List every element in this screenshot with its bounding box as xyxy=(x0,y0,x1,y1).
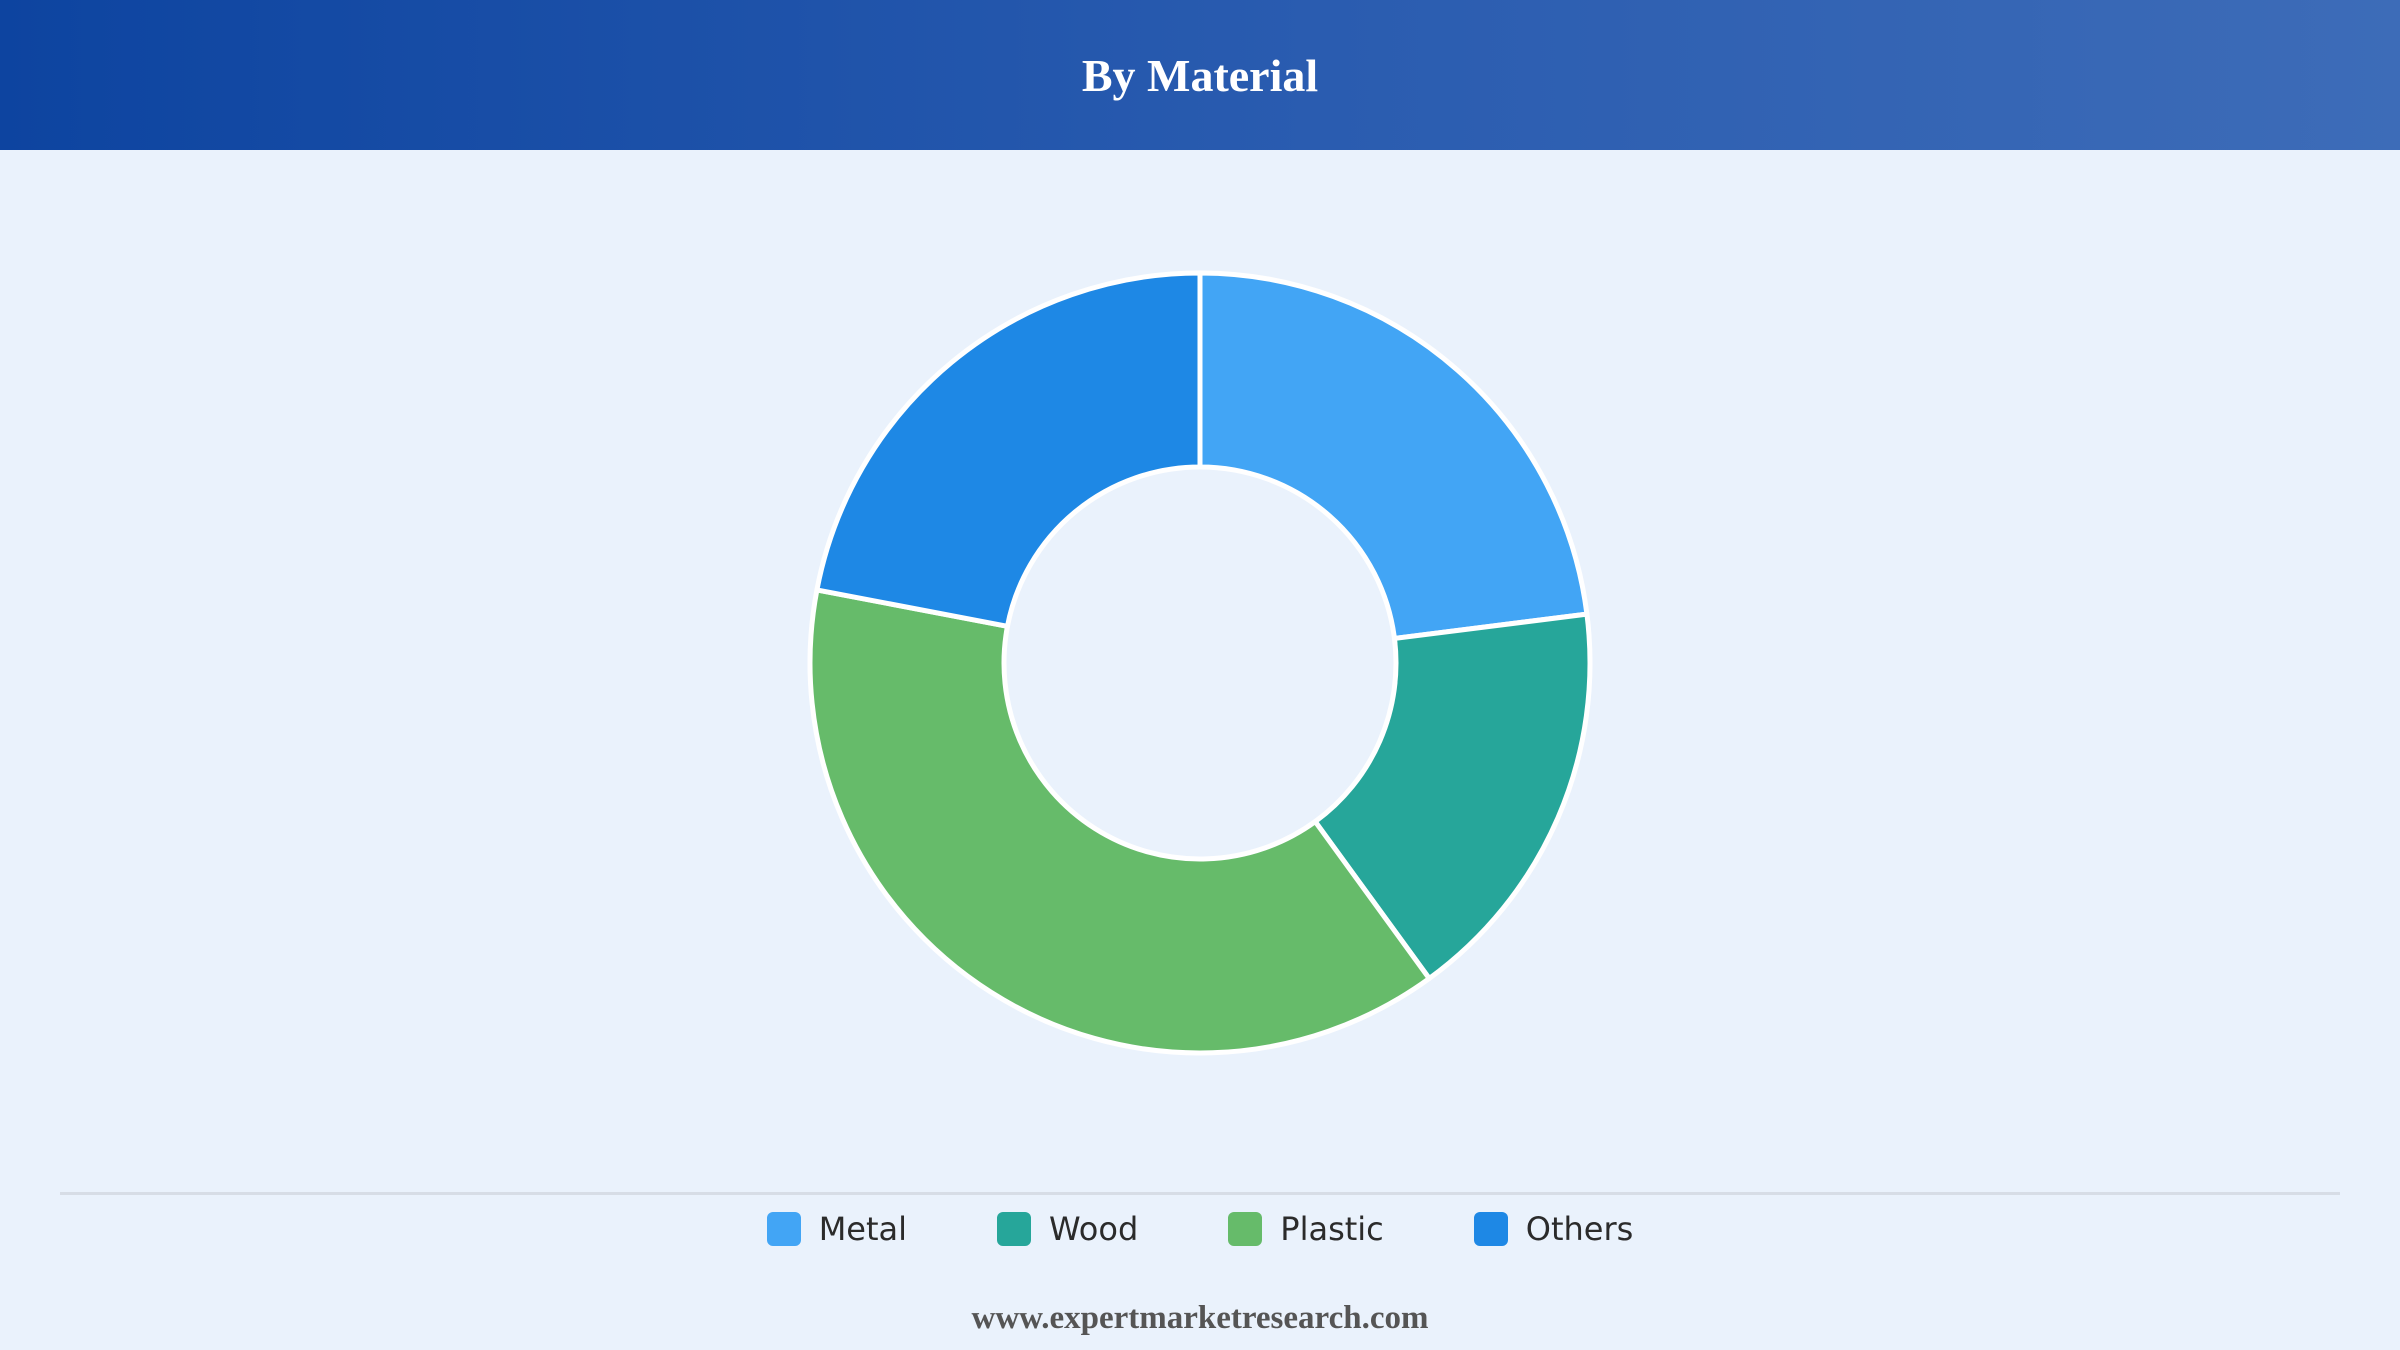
donut-chart xyxy=(807,270,1593,1056)
legend-item-metal[interactable]: Metal xyxy=(766,1210,908,1248)
legend-item-wood[interactable]: Wood xyxy=(997,1210,1138,1248)
source-url: www.expertmarketresearch.com xyxy=(971,1300,1429,1336)
donut-slice-others[interactable] xyxy=(814,270,1203,629)
legend-item-plastic[interactable]: Plastic xyxy=(1228,1210,1384,1248)
divider-line xyxy=(60,1192,2340,1195)
legend-label-plastic: Plastic xyxy=(1280,1210,1384,1248)
header-banner: By Material xyxy=(0,0,2400,150)
legend-swatch-wood xyxy=(997,1212,1032,1246)
donut-slice-wood[interactable] xyxy=(1312,611,1593,982)
legend-item-others[interactable]: Others xyxy=(1473,1210,1634,1248)
chart-title: By Material xyxy=(1081,49,1319,101)
legend-swatch-metal xyxy=(766,1212,801,1246)
legend-swatch-others xyxy=(1473,1212,1508,1246)
legend-swatch-plastic xyxy=(1228,1212,1263,1246)
donut-slice-plastic[interactable] xyxy=(807,587,1432,1056)
legend-label-metal: Metal xyxy=(818,1210,908,1248)
legend-label-others: Others xyxy=(1525,1210,1634,1248)
legend-label-wood: Wood xyxy=(1049,1210,1139,1248)
chart-area xyxy=(0,150,2400,1190)
legend: Metal Wood Plastic Others xyxy=(0,1210,2400,1248)
donut-slice-metal[interactable] xyxy=(1197,270,1590,641)
